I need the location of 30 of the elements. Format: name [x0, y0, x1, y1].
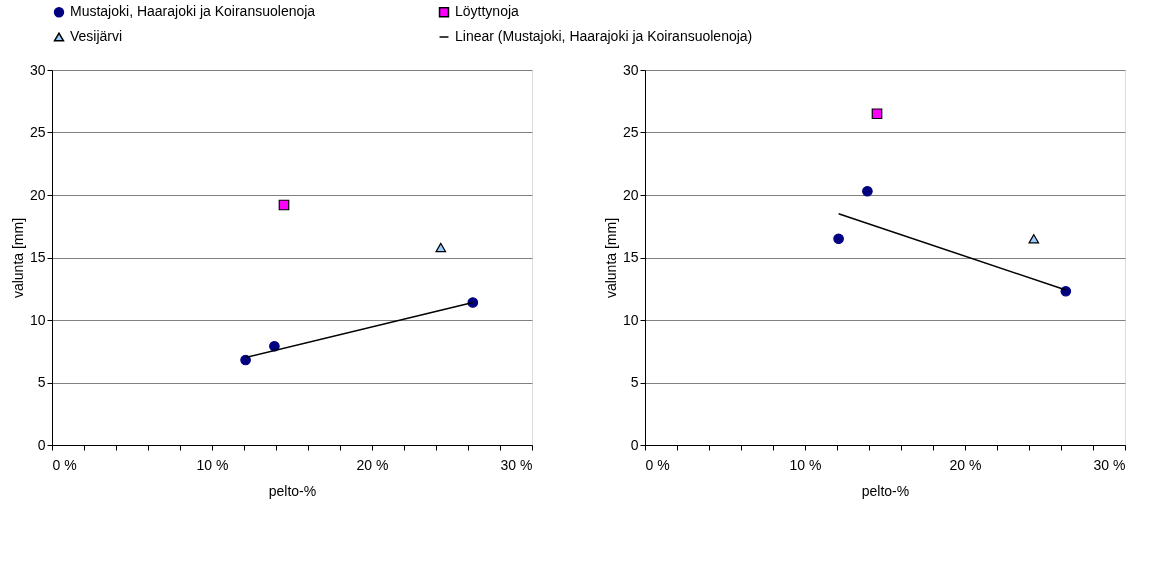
- y-tick-label: 20: [622, 186, 639, 203]
- y-axis-title: valunta [mm]: [9, 217, 26, 299]
- y-tick-label: 30: [622, 61, 639, 78]
- legend-label: Löyttynoja: [455, 3, 520, 20]
- y-axis-title: valunta [mm]: [602, 217, 619, 299]
- y-tick-label: 5: [37, 374, 46, 390]
- y-tick-label: 15: [29, 249, 46, 265]
- x-tick-label: 30 %: [500, 456, 533, 473]
- x-axis-title: pelto-%: [861, 482, 910, 499]
- y-tick-label: 15: [622, 249, 639, 265]
- y-tick-label: 25: [29, 124, 46, 140]
- x-tick-label: 20 %: [949, 456, 982, 473]
- y-tick-label: 25: [622, 124, 639, 140]
- x-tick-label: 10 %: [196, 456, 229, 473]
- y-tick-label: 10: [29, 311, 46, 328]
- y-tick-label: 5: [630, 374, 639, 390]
- y-tick-label: 30: [29, 61, 46, 78]
- legend-label: Linear (Mustajoki, Haarajoki ja Koiransuolenoja): [455, 28, 753, 44]
- x-tick-label: 30 %: [1093, 456, 1126, 473]
- x-tick-label: 0 %: [645, 456, 670, 473]
- legend-label: Vesijärvi: [70, 28, 123, 44]
- x-axis-title: pelto-%: [268, 482, 317, 499]
- y-tick-label: 20: [29, 186, 46, 203]
- legend-label: Mustajoki, Haarajoki ja Koiransuolenoja: [70, 3, 316, 20]
- y-tick-label: 0: [630, 436, 639, 453]
- y-tick-label: 10: [622, 311, 639, 328]
- y-tick-label: 0: [37, 436, 46, 453]
- x-tick-label: 10 %: [789, 456, 822, 473]
- x-tick-label: 0 %: [52, 456, 77, 473]
- x-tick-label: 20 %: [356, 456, 389, 473]
